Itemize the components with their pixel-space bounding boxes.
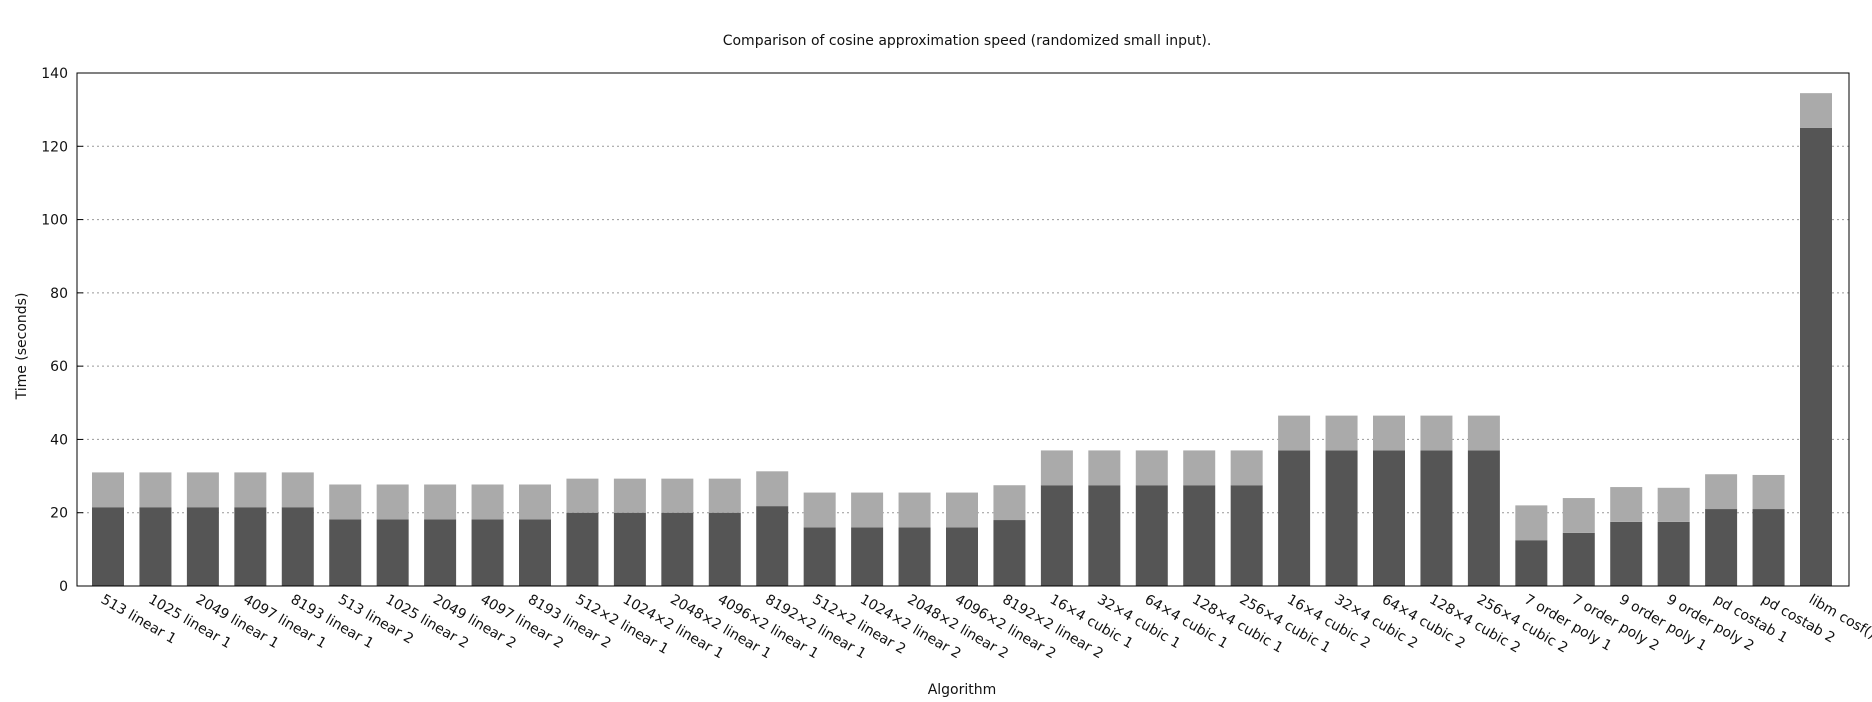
bar-segment-upper (92, 472, 124, 508)
bar-segment-lower (376, 519, 409, 586)
chart-title: Comparison of cosine approximation speed… (723, 33, 1212, 49)
y-tick-label: 20 (50, 506, 68, 522)
bar-segment-lower (613, 512, 646, 586)
y-tick-label: 60 (50, 359, 68, 375)
bar-segment-lower (1800, 127, 1832, 586)
bar-segment-upper (234, 472, 267, 508)
bar-segment-lower (519, 519, 551, 586)
bar-segment-lower (1562, 532, 1595, 586)
bar-segment-lower (329, 519, 362, 586)
y-tick-label: 80 (50, 286, 68, 302)
bar-segment-upper (1562, 498, 1595, 533)
bar-segment-upper (1325, 415, 1358, 451)
bar-segment-lower (993, 520, 1026, 586)
bar-segment-lower (1230, 485, 1263, 586)
bar-segment-upper (566, 478, 599, 513)
bar-segment-lower (803, 527, 836, 586)
bar-segment-lower (661, 512, 694, 586)
bar-segment-upper (1040, 450, 1073, 486)
bar-segment-upper (708, 478, 741, 513)
y-tick-label: 0 (59, 579, 68, 595)
bar-segment-upper (1278, 415, 1311, 451)
bar-segment-upper (803, 492, 836, 528)
bar-segment-upper (1183, 450, 1216, 486)
bar-segment-upper (519, 484, 551, 520)
bars (92, 93, 1832, 586)
bar-segment-lower (1373, 450, 1405, 586)
bar-segment-upper (1230, 450, 1263, 486)
bar-segment-lower (1278, 450, 1311, 586)
y-tick-label: 40 (50, 432, 68, 448)
bar-segment-upper (1705, 474, 1738, 510)
bar-segment-upper (1515, 505, 1548, 541)
bar-segment-lower (946, 527, 978, 586)
x-axis-title: Algorithm (928, 682, 997, 698)
bar-segment-upper (1467, 415, 1500, 451)
bar-segment-lower (471, 519, 504, 586)
bar-segment-upper (376, 484, 409, 520)
bar-segment-upper (661, 478, 694, 513)
bar-segment-upper (139, 472, 172, 508)
bar-segment-lower (1183, 485, 1216, 586)
plot-frame (76, 72, 1850, 587)
bar-segment-upper (1800, 93, 1832, 128)
bar-segment-upper (946, 492, 978, 528)
bar-segment-upper (186, 472, 219, 508)
bar-segment-lower (234, 507, 267, 586)
bar-segment-lower (1657, 521, 1690, 586)
bar-segment-lower (1467, 450, 1500, 586)
bar-segment-upper (1420, 415, 1453, 451)
bar-segment-lower (1752, 509, 1785, 586)
bar-segment-lower (281, 507, 314, 586)
bar-segment-lower (424, 519, 457, 586)
bar-segment-lower (1325, 450, 1358, 586)
gridlines (77, 145, 1849, 514)
bar-segment-lower (1515, 540, 1548, 586)
y-tick-label: 120 (41, 139, 68, 155)
bar-segment-upper (329, 484, 362, 520)
bar-segment-lower (708, 512, 741, 586)
bar-segment-lower (1610, 521, 1643, 586)
bar-segment-lower (1040, 485, 1073, 586)
bar-segment-lower (898, 527, 931, 586)
bar-segment-upper (424, 484, 457, 520)
bar-segment-lower (1135, 485, 1168, 586)
bar-segment-upper (1088, 450, 1121, 486)
bar-segment-upper (898, 492, 931, 528)
bar-segment-lower (851, 527, 884, 586)
bar-segment-upper (1373, 415, 1405, 451)
bar-segment-lower (92, 507, 124, 586)
bar-segment-lower (1705, 509, 1738, 586)
bar-segment-upper (471, 484, 504, 520)
bar-segment-lower (186, 507, 219, 586)
bar-segment-upper (851, 492, 884, 528)
bar-segment-upper (1135, 450, 1168, 486)
bar-segment-lower (756, 506, 789, 586)
bar-segment-lower (566, 512, 599, 586)
y-axis-title: Time (seconds) (14, 293, 30, 401)
y-axis-ticks: 0 20 40 60 80 100 120 140 (41, 66, 83, 595)
y-tick-label: 100 (41, 213, 68, 229)
y-tick-label: 140 (41, 66, 68, 82)
bar-segment-upper (281, 472, 314, 508)
bar-segment-upper (1657, 487, 1690, 522)
bar-segment-upper (756, 471, 789, 507)
bar-segment-lower (1088, 485, 1121, 586)
bar-segment-lower (139, 507, 172, 586)
bar-segment-upper (1752, 474, 1785, 510)
bar-segment-upper (613, 478, 646, 513)
bar-segment-lower (1420, 450, 1453, 586)
bar-segment-upper (1610, 487, 1643, 522)
bar-segment-upper (993, 485, 1026, 521)
